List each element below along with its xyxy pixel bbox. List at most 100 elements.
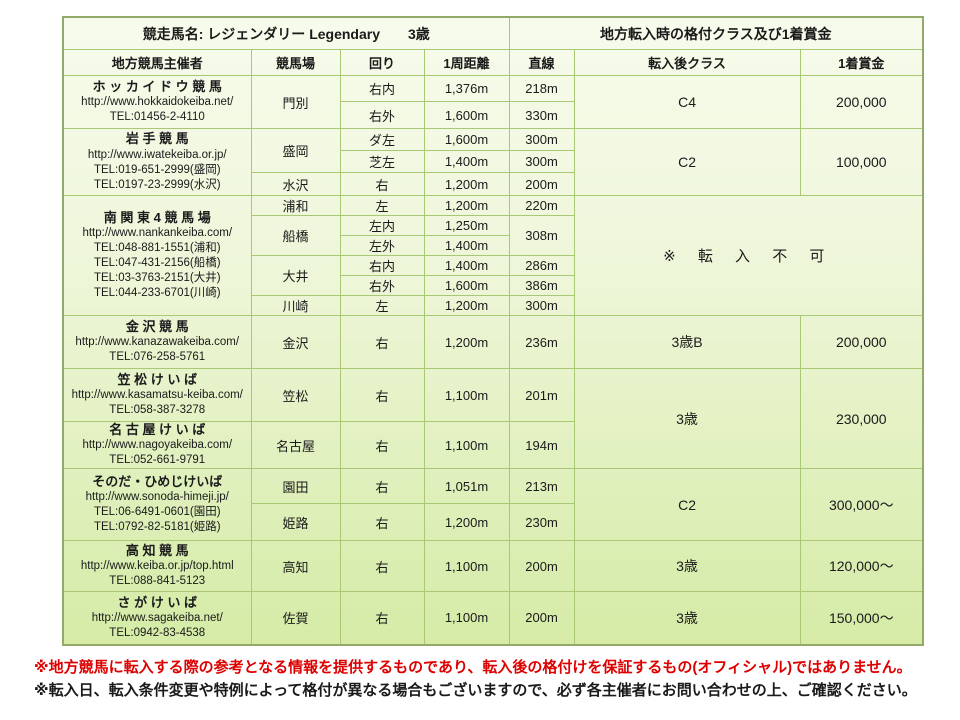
organizer-tel: TEL:052-661-9791 xyxy=(109,454,206,467)
column-header: 1着賞金 xyxy=(799,49,924,76)
column-header: 地方競馬主催者 xyxy=(62,49,252,76)
prize-cell: 100,000 xyxy=(799,128,924,196)
table-row: そのだ・ひめじけいば http://www.sonoda-himeji.jp/TE… xyxy=(62,468,924,542)
turn-cell: 左 xyxy=(339,195,425,216)
lap-cell: 1,200m xyxy=(423,172,510,196)
lap-cell: 1,100m xyxy=(423,540,510,593)
organizer-tel: TEL:03-3763-2151(大井) xyxy=(93,272,221,285)
straight-cell: 330m xyxy=(508,101,575,129)
turn-cell: 右 xyxy=(339,172,425,196)
straight-cell: 220m xyxy=(508,195,575,216)
class-cell: 3歳B xyxy=(573,315,801,369)
straight-cell: 286m xyxy=(508,255,575,276)
table-row: 右外 1,600m 386m xyxy=(63,275,923,296)
organizer-tel: TEL:047-431-2156(船橋) xyxy=(93,257,221,270)
turn-cell: 左 xyxy=(339,295,425,316)
prize-cell: 150,000～ xyxy=(799,591,924,646)
column-header-row: 地方競馬主催者 競馬場 回り 1周距離 直線 転入後クラス 1着賞金 xyxy=(62,49,924,76)
organizer-tel: TEL:0792-82-5181(姫路) xyxy=(93,521,221,534)
turn-cell: 右内 xyxy=(339,255,425,276)
organizer-name: さ が け い ば xyxy=(117,594,197,610)
turn-cell: 右 xyxy=(339,591,425,646)
organizer-url: http://www.nankankeiba.com/ xyxy=(82,227,233,240)
track-cell: 名古屋 xyxy=(250,420,341,470)
column-header: 回り xyxy=(339,49,425,76)
turn-cell: 右 xyxy=(339,468,425,505)
organizer-tel: TEL:0197-23-2999(水沢) xyxy=(93,178,221,191)
turn-cell: 右 xyxy=(339,503,425,542)
lap-cell: 1,600m xyxy=(423,101,510,129)
footnote-confirm: ※転入日、転入条件変更や特例によって格付が異なる場合もございますので、必ず各主催… xyxy=(34,682,917,699)
organizer-name: 名 古 屋 け い ば xyxy=(109,422,206,437)
lap-cell: 1,600m xyxy=(423,128,510,151)
table-title-right: 地方転入時の格付クラス及び1着賞金 xyxy=(508,16,924,50)
organizer-tel: TEL:06-6491-0601(園田) xyxy=(93,506,221,519)
turn-cell: 左内 xyxy=(339,215,425,236)
main-table: 競走馬名: レジェンダリー Legendary 3歳 地方転入時の格付クラス及び… xyxy=(62,16,925,646)
table-row: 岩 手 競 馬 http://www.iwatekeiba.or.jp/TEL:0… xyxy=(62,128,924,196)
turn-cell: 右内 xyxy=(339,75,425,102)
turn-cell: 右 xyxy=(339,540,425,593)
organizer-tel: TEL:01456-2-4110 xyxy=(109,111,205,124)
turn-cell: 右外 xyxy=(339,101,425,129)
organizer-url: http://www.keiba.or.jp/top.html xyxy=(80,560,234,573)
track-cell: 姫路 xyxy=(250,503,341,542)
table-row: 高 知 競 馬 http://www.keiba.or.jp/top.html TE… xyxy=(62,540,924,593)
straight-cell: 308m xyxy=(508,215,575,256)
lap-cell: 1,200m xyxy=(423,295,510,316)
straight-cell: 300m xyxy=(508,295,575,316)
footnote-disclaimer: ※地方競馬に転入する際の参考となる情報を提供するものであり、転入後の格付けを保証… xyxy=(34,659,912,676)
organizer-url: http://www.iwatekeiba.or.jp/ xyxy=(87,148,227,161)
lap-cell: 1,376m xyxy=(423,75,510,102)
turn-cell: 右 xyxy=(339,315,425,369)
lap-cell: 1,200m xyxy=(423,195,510,216)
track-cell: 高知 xyxy=(250,540,341,593)
organizer-url: http://www.nagoyakeiba.com/ xyxy=(82,439,233,452)
lap-cell: 1,051m xyxy=(423,468,510,505)
lap-cell: 1,200m xyxy=(423,503,510,542)
class-cell: C4 xyxy=(573,75,801,129)
organizer-name: 岩 手 競 馬 xyxy=(125,131,189,147)
straight-cell: 386m xyxy=(508,275,575,296)
organizer-cell: さ が け い ば http://www.sagakeiba.net/TEL:09… xyxy=(62,591,252,646)
lap-cell: 1,600m xyxy=(423,275,510,296)
track-cell: 金沢 xyxy=(250,315,341,369)
class-cell: C2 xyxy=(573,468,801,542)
organizer-cell: 南 関 東 4 競 馬 場 http://www.nankankeiba.com/… xyxy=(62,195,252,316)
table-row: ホ ッ カ イ ド ウ 競 馬 http://www.hokkaidokeiba.… xyxy=(62,75,924,129)
lap-cell: 1,100m xyxy=(423,368,510,422)
organizer-tel: TEL:088-841-5123 xyxy=(109,575,206,588)
table-row: 川崎左 1,200m 300m xyxy=(63,295,923,316)
prize-cell: 200,000 xyxy=(799,315,924,369)
table-row: 笠 松 け い ば http://www.kasamatsu-keiba.com/… xyxy=(62,367,924,470)
turn-cell: ダ左 xyxy=(339,128,425,151)
straight-cell: 300m xyxy=(508,150,575,173)
straight-cell: 200m xyxy=(508,540,575,593)
class-cell: 3歳 xyxy=(573,591,801,646)
organizer-tel: TEL:019-651-2999(盛岡) xyxy=(93,163,221,176)
track-cell: 園田 xyxy=(250,468,341,505)
lap-cell: 1,400m xyxy=(423,255,510,276)
track-cell: 川崎 xyxy=(250,295,341,316)
straight-cell: 200m xyxy=(508,172,575,196)
track-cell: 船橋 xyxy=(250,215,341,256)
lap-cell: 1,250m xyxy=(423,215,510,236)
straight-cell: 200m xyxy=(508,591,575,646)
organizer-url: http://www.hokkaidokeiba.net/ xyxy=(81,96,234,109)
organizer-name: 金 沢 競 馬 xyxy=(125,318,189,334)
straight-cell: 218m xyxy=(508,75,575,102)
footnotes: ※地方競馬に転入する際の参考となる情報を提供するものであり、転入後の格付けを保証… xyxy=(34,656,946,702)
organizer-tel: TEL:048-881-1551(浦和) xyxy=(93,242,221,255)
table-row: 姫路右 1,200m 230m xyxy=(63,503,923,542)
lap-cell: 1,100m xyxy=(423,591,510,646)
class-cell: 3歳 xyxy=(573,367,801,470)
organizer-tel: TEL:058-387-3278 xyxy=(109,404,206,417)
lap-cell: 1,200m xyxy=(423,315,510,369)
table-row: 右外 1,600m 330m xyxy=(63,101,923,129)
organizer-tel: TEL:0942-83-4538 xyxy=(109,627,206,639)
table-row: さ が け い ば http://www.sagakeiba.net/TEL:09… xyxy=(62,591,924,646)
organizer-url: http://www.kasamatsu-keiba.com/ xyxy=(71,389,243,402)
turn-cell: 右 xyxy=(339,368,425,422)
track-cell: 門別 xyxy=(250,75,341,129)
